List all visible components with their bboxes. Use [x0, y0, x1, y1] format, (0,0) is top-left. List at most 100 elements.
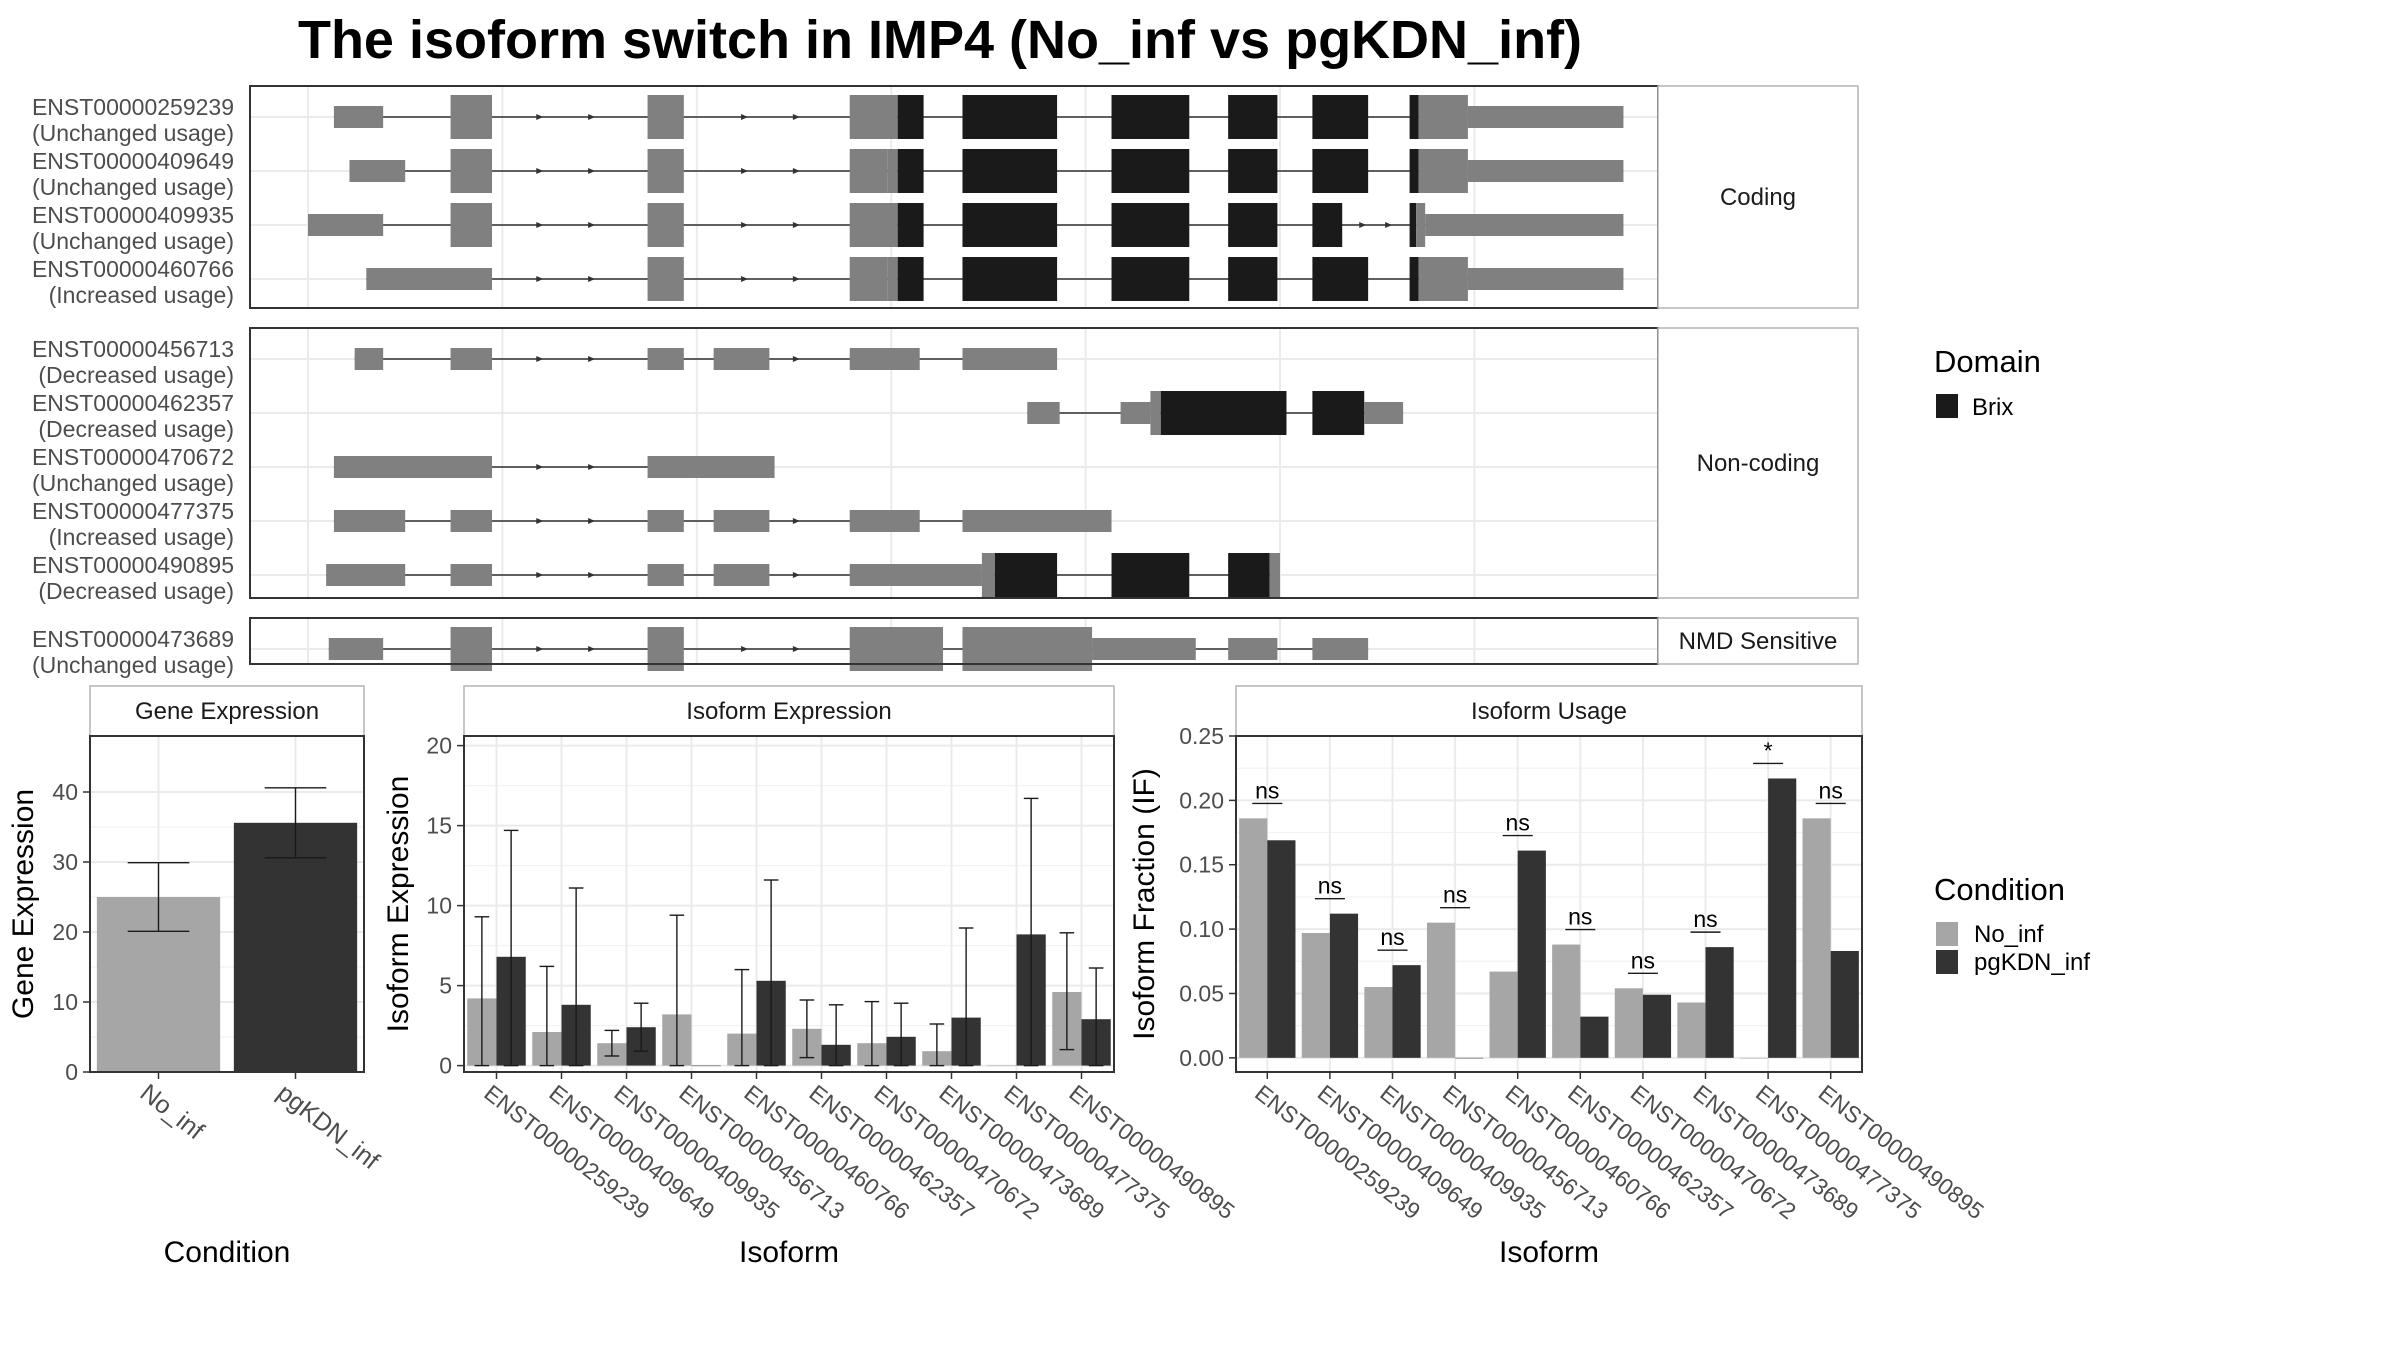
transcript-usage-label: (Decreased usage) — [38, 416, 234, 442]
domain-exon — [962, 257, 1058, 301]
bar-pgKDN_inf — [1642, 994, 1672, 1058]
x-axis-label: Isoform — [739, 1236, 839, 1269]
transcript-usage-label: (Increased usage) — [49, 524, 234, 550]
exon — [1418, 95, 1468, 139]
bar-No_inf — [1614, 988, 1643, 1058]
exon — [450, 564, 493, 586]
strand-arrow — [741, 276, 749, 282]
bar-pgKDN_inf — [1455, 1057, 1484, 1059]
significance-label: ns — [1255, 777, 1279, 803]
x-tick-label: No_inf — [135, 1079, 209, 1146]
transcript-usage-label: (Unchanged usage) — [32, 652, 234, 678]
isoform-usage-chart: Isoform Usage 0.00 0.05 0.10 0.15 0.20 0.25 ns n… — [1128, 685, 1989, 1269]
condition-legend-title: Condition — [1934, 872, 2065, 907]
exon — [849, 257, 888, 301]
transcript-id-label: ENST00000462357 — [32, 390, 234, 416]
plot-border — [463, 735, 1115, 1073]
strand-arrow — [536, 572, 544, 578]
domain-legend: Domain Brix — [1934, 344, 2041, 421]
strand-arrow — [741, 168, 749, 174]
domain-exon — [1228, 553, 1270, 597]
transcript-id-label: ENST00000259239 — [32, 94, 234, 120]
bar-pgKDN_inf — [1267, 840, 1296, 1058]
domain-legend-swatch — [1936, 394, 1958, 418]
transcript-id-label: ENST00000470672 — [32, 444, 234, 470]
exon — [1418, 149, 1468, 193]
domain-exon — [962, 149, 1058, 193]
exon — [1269, 553, 1280, 597]
transcript-usage-label: (Unchanged usage) — [32, 470, 234, 496]
transcript-id-label: ENST00000490895 — [32, 552, 234, 578]
strand-arrow — [741, 222, 749, 228]
strand-arrow — [1385, 222, 1393, 228]
domain-exon — [1409, 95, 1419, 139]
exon — [849, 564, 982, 586]
structure-group-0: ENST00000259239(Unchanged usage)ENST0000… — [32, 85, 1859, 309]
strand-arrow — [536, 356, 544, 362]
domain-exon — [962, 95, 1058, 139]
transcript-structure-panel: ENST00000259239(Unchanged usage)ENST0000… — [32, 85, 1859, 678]
transcript-usage-label: (Unchanged usage) — [32, 228, 234, 254]
y-tick-label: 0.05 — [1179, 980, 1224, 1006]
exon — [962, 348, 1058, 370]
exon — [849, 95, 898, 139]
y-tick-label: 15 — [426, 813, 452, 839]
domain-exon — [994, 553, 1058, 597]
bar-pgKDN_inf — [1830, 950, 1859, 1058]
chart-title: Isoform Expression — [686, 698, 891, 725]
significance-label: ns — [1568, 904, 1592, 930]
strand-arrow — [588, 518, 596, 524]
transcript-id-label: ENST00000473689 — [32, 626, 234, 652]
exon — [1467, 160, 1624, 182]
strand-arrow — [741, 646, 749, 652]
bar-No_inf — [1739, 1057, 1769, 1059]
exon — [450, 149, 493, 193]
bar-No_inf — [1239, 818, 1268, 1058]
domain-exon — [897, 203, 924, 247]
strand-arrow — [588, 646, 596, 652]
exon — [713, 348, 770, 370]
exon — [333, 510, 406, 532]
exon — [1418, 257, 1468, 301]
strand-arrow — [536, 646, 544, 652]
domain-legend-label: Brix — [1972, 394, 2013, 421]
chart-title: Gene Expression — [135, 698, 319, 725]
exon — [647, 203, 684, 247]
exon — [1228, 638, 1278, 660]
significance-label: ns — [1631, 947, 1655, 973]
domain-exon — [1228, 257, 1278, 301]
y-tick-label: 0.25 — [1179, 723, 1224, 749]
exon — [887, 257, 898, 301]
exon — [887, 149, 898, 193]
strand-arrow — [741, 114, 749, 120]
exon — [849, 348, 920, 370]
y-tick-label: 20 — [52, 919, 78, 945]
exon — [450, 203, 493, 247]
x-axis-label: Isoform — [1499, 1236, 1599, 1269]
bar-No_inf — [1677, 1002, 1706, 1058]
transcript-usage-label: (Unchanged usage) — [32, 174, 234, 200]
exon — [713, 564, 770, 586]
strand-arrow — [792, 646, 800, 652]
transcript-id-label: ENST00000409649 — [32, 148, 234, 174]
transcript-usage-label: (Unchanged usage) — [32, 120, 234, 146]
condition-legend-swatch — [1936, 922, 1958, 946]
exon — [1027, 402, 1060, 424]
domain-exon — [1312, 203, 1343, 247]
transcript-usage-label: (Increased usage) — [49, 282, 234, 308]
exon — [962, 510, 1112, 532]
figure-title: The isoform switch in IMP4 (No_inf vs pg… — [298, 10, 1582, 70]
strand-arrow — [588, 276, 596, 282]
domain-exon — [1160, 391, 1287, 435]
domain-exon — [1111, 553, 1190, 597]
strand-arrow — [536, 168, 544, 174]
gene-expression-chart: Gene Expression 0 10 20 30 40 No_inf pgKDN_inf C… — [7, 685, 384, 1269]
bar-No_inf — [987, 1065, 1017, 1067]
transcript-usage-label: (Decreased usage) — [38, 362, 234, 388]
significance-label: ns — [1318, 873, 1342, 899]
bar-No_inf — [1552, 944, 1581, 1058]
bar-No_inf — [1426, 922, 1456, 1058]
bar-pgKDN_inf — [1768, 778, 1797, 1058]
y-tick-label: 0.15 — [1179, 852, 1224, 878]
